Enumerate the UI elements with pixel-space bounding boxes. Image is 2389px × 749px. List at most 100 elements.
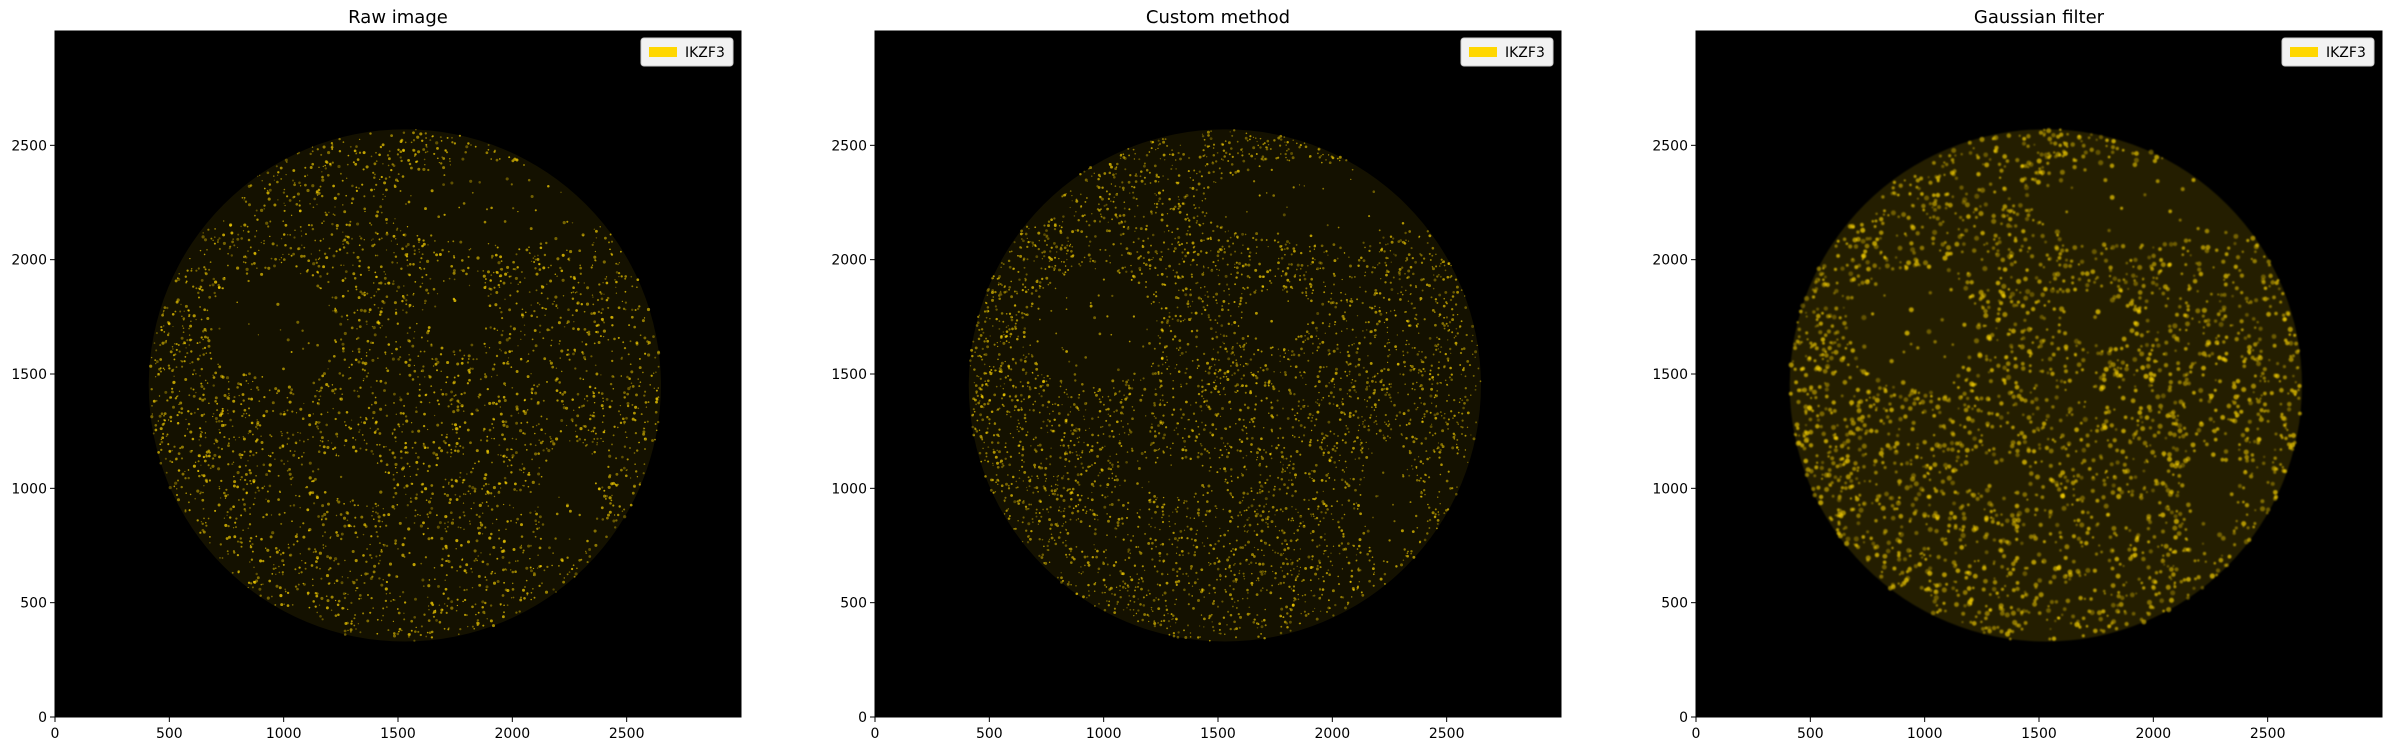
signal-dot (227, 252, 229, 255)
signal-dot (1075, 592, 1079, 596)
signal-dot (349, 427, 352, 430)
signal-dot (608, 241, 610, 244)
signal-dot (541, 523, 545, 526)
signal-dot (197, 460, 200, 463)
signal-dot (1294, 274, 1297, 276)
signal-dot (452, 518, 454, 521)
signal-dot (393, 507, 396, 510)
signal-dot (580, 302, 584, 306)
signal-dot (1344, 441, 1347, 444)
signal-dot (531, 387, 534, 390)
signal-dot (375, 214, 379, 218)
signal-dot (249, 561, 251, 563)
signal-dot (1223, 386, 1225, 389)
signal-dot (499, 603, 502, 606)
signal-dot (365, 418, 368, 421)
signal-dot (299, 526, 301, 528)
signal-dot (431, 135, 434, 138)
signal-dot (1091, 509, 1094, 512)
signal-dot (1234, 563, 1236, 565)
signal-dot (1240, 514, 1243, 516)
signal-dot (1014, 386, 1018, 389)
signal-dot (445, 515, 448, 518)
signal-dot (426, 331, 430, 335)
signal-dot (561, 559, 564, 563)
signal-dot (208, 402, 210, 405)
signal-dot (508, 336, 511, 340)
signal-dot (530, 304, 532, 306)
signal-dot (438, 521, 442, 525)
signal-dot (431, 135, 434, 138)
signal-dot (1315, 516, 1319, 520)
signal-dot (1218, 359, 1220, 361)
signal-dot (244, 509, 247, 512)
signal-dot (160, 440, 164, 444)
signal-dot (201, 522, 204, 526)
signal-dot (340, 581, 344, 585)
signal-dot (1198, 206, 1201, 209)
signal-dot (326, 273, 328, 275)
signal-dot (600, 312, 603, 314)
signal-dot (1015, 362, 1017, 365)
signal-dot (518, 468, 521, 471)
signal-dot (495, 158, 499, 162)
signal-dot (1295, 243, 1298, 246)
signal-dot (394, 462, 398, 466)
signal-dot (555, 591, 557, 593)
signal-dot (1208, 564, 1211, 566)
signal-dot (270, 257, 273, 260)
signal-dot (623, 391, 626, 394)
signal-dot (295, 494, 297, 497)
signal-dot (510, 464, 513, 467)
signal-dot (1094, 605, 1096, 607)
signal-dot (242, 437, 246, 441)
signal-dot (526, 594, 528, 596)
signal-dot (323, 220, 325, 222)
signal-dot (208, 451, 211, 454)
signal-dot (1202, 306, 1205, 309)
signal-dot (260, 241, 262, 244)
signal-dot (298, 209, 302, 213)
signal-dot (424, 151, 427, 154)
signal-dot (1212, 143, 1216, 146)
signal-dot (998, 327, 1001, 330)
signal-dot (1411, 256, 1414, 260)
signal-dot (391, 451, 395, 455)
signal-dot (1243, 425, 1246, 428)
signal-dot (1115, 173, 1117, 175)
signal-dot (491, 423, 494, 425)
signal-dot (525, 311, 527, 314)
signal-dot (218, 455, 221, 459)
signal-dot (1317, 346, 1320, 349)
signal-dot (343, 264, 345, 266)
signal-dot (1350, 396, 1352, 398)
signal-dot (1229, 131, 1231, 133)
signal-dot (1418, 396, 1422, 400)
signal-dot (380, 548, 383, 551)
signal-dot (253, 251, 257, 255)
signal-dot (1109, 504, 1111, 506)
signal-dot (1420, 358, 1422, 361)
signal-dot (371, 392, 374, 395)
signal-dot (241, 196, 244, 199)
signal-dot (417, 429, 421, 433)
signal-dot (319, 275, 322, 278)
signal-dot (1309, 566, 1313, 570)
signal-dot (180, 445, 184, 449)
signal-dot (573, 320, 575, 323)
signal-dot (292, 393, 295, 396)
signal-dot (1369, 416, 1372, 419)
signal-dot (192, 373, 194, 376)
signal-dot (1021, 500, 1025, 504)
signal-dot (594, 259, 597, 262)
signal-dot (436, 293, 439, 295)
signal-dot (1224, 215, 1227, 218)
signal-dot (205, 421, 207, 423)
signal-dot (406, 504, 409, 507)
signal-dot (522, 316, 524, 319)
signal-dot (997, 283, 1000, 286)
signal-dot (998, 367, 1002, 370)
signal-dot (1364, 399, 1366, 401)
signal-dot (1025, 225, 1029, 228)
signal-dot (1270, 281, 1273, 285)
